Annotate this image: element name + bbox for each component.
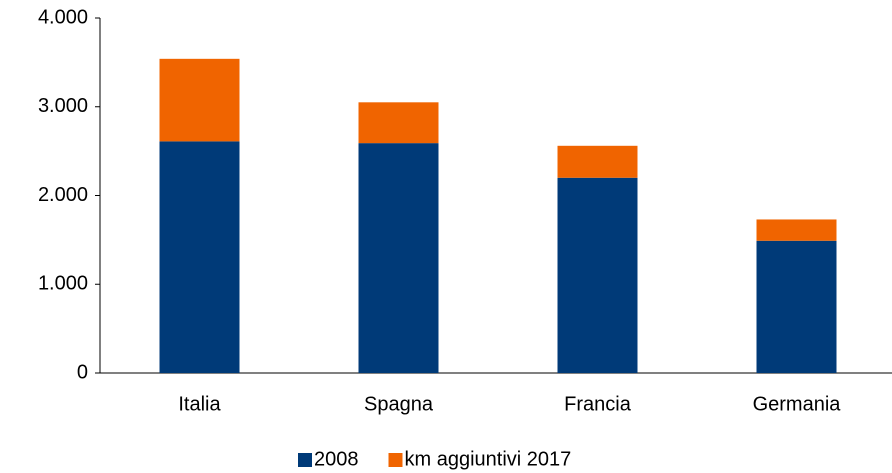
y-tick-label: 1.000 — [38, 273, 88, 295]
y-tick-label: 3.000 — [38, 95, 88, 117]
y-tick-label: 4.000 — [38, 6, 88, 28]
legend-swatch — [388, 453, 403, 467]
x-tick-label: Spagna — [364, 393, 434, 415]
bar-segment — [557, 177, 638, 373]
bar-segment — [557, 145, 638, 178]
bar-segment — [756, 219, 837, 241]
bar-segment — [358, 102, 439, 144]
bar-segment — [756, 240, 837, 373]
bar-segment — [159, 141, 240, 373]
y-tick-label: 2.000 — [38, 184, 88, 206]
legend-swatch — [298, 453, 312, 467]
x-tick-label: Germania — [753, 393, 842, 415]
y-tick-label: 0 — [77, 361, 88, 383]
x-tick-label: Italia — [178, 393, 221, 415]
legend-label: 2008 — [314, 448, 359, 470]
legend-label: km aggiuntivi 2017 — [405, 448, 572, 470]
bar-segment — [358, 143, 439, 373]
bar-segment — [159, 58, 240, 142]
x-tick-label: Francia — [564, 393, 632, 415]
